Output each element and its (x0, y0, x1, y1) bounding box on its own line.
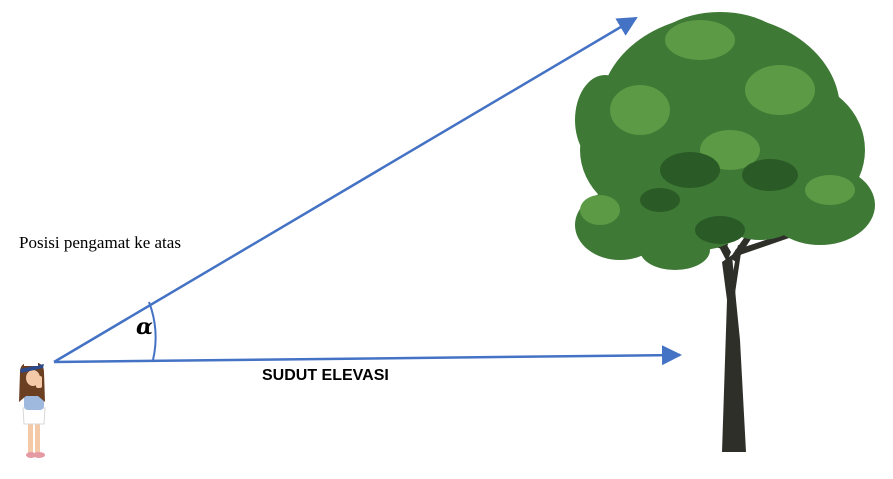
tree-branch (735, 232, 792, 256)
girl-shoe (26, 452, 36, 458)
tree-branch (728, 245, 742, 300)
angle-arc (148, 301, 157, 361)
tree-icon (575, 12, 875, 452)
girl-skirt (22, 407, 46, 425)
line-of-sight-arrow (53, 16, 638, 364)
horizontal-line-arrow (53, 345, 682, 366)
observer-caption: Posisi pengamat ke atas (19, 233, 181, 252)
girl-leg (28, 420, 33, 453)
angle-symbol: α (136, 314, 153, 340)
girl-leg (35, 420, 40, 453)
elevation-label: SUDUT ELEVASI (262, 367, 389, 384)
tree-foliage-highlights (580, 20, 855, 225)
girl-hat (20, 364, 44, 373)
girl-observer-icon (19, 362, 46, 458)
girl-arm (36, 376, 42, 388)
girl-shoe (33, 452, 45, 458)
tree-trunk (722, 255, 746, 452)
tree-foliage-shadows (640, 152, 798, 244)
girl-hat-band (24, 362, 38, 366)
